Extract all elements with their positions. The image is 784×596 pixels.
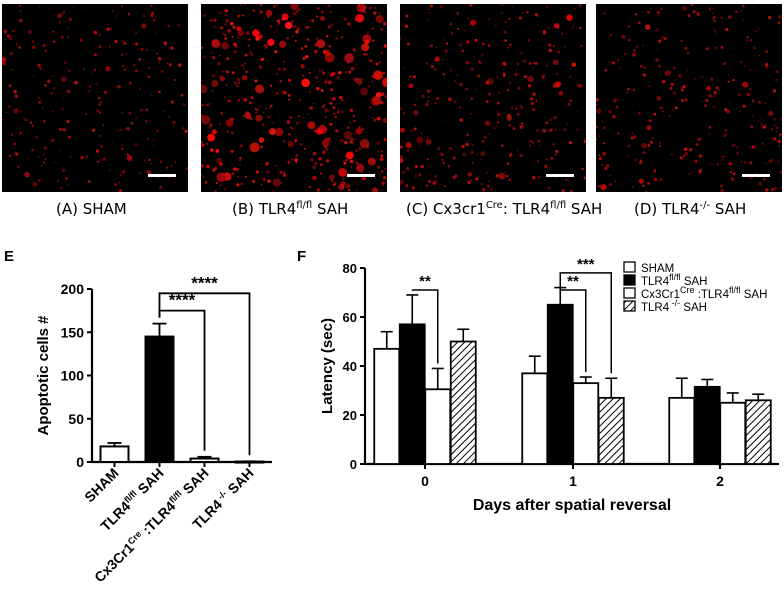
bar (449, 340, 477, 465)
y-tick-label: 0 (76, 454, 84, 470)
significance-bracket (158, 292, 251, 456)
red-fluorescence-cells (201, 4, 387, 192)
y-tick-label: 100 (61, 368, 85, 384)
y-tick-label: 40 (343, 359, 357, 374)
y-tick-label: 0 (350, 457, 357, 472)
legend-swatch (623, 261, 636, 273)
legend-label: TLR4fl/fl SAH (641, 272, 707, 288)
bar (424, 388, 452, 465)
caption-d: (D) TLR4-/- SAH (634, 200, 747, 218)
bar (668, 396, 696, 465)
legend-label: SHAM (641, 263, 674, 275)
panel-letter-f: F (297, 248, 307, 265)
y-axis-label: Apoptotic cells # (35, 315, 52, 436)
bar (572, 382, 600, 465)
micrograph-b (201, 4, 387, 192)
legend-swatch (623, 287, 636, 299)
y-tick-label: 60 (343, 310, 357, 325)
significance-bracket (559, 282, 587, 373)
x-tick-label: 1 (569, 473, 577, 489)
significance-bracket (411, 289, 439, 364)
panel-letter-e: E (4, 248, 15, 265)
bar (189, 457, 220, 464)
micrograph-c (400, 4, 586, 192)
bar (99, 445, 130, 463)
significance-label: **** (191, 273, 218, 292)
legend-label: Cx3Cr1Cre :TLR4fl/fl SAH (641, 285, 767, 301)
y-tick-label: 150 (61, 324, 85, 340)
bar (693, 385, 721, 465)
bar (597, 396, 625, 465)
scale-bar (742, 174, 770, 177)
bar (373, 347, 401, 465)
scale-bar (347, 174, 375, 177)
legend-swatch (623, 274, 636, 286)
significance-label: ** (567, 273, 579, 290)
significance-label: *** (577, 256, 595, 273)
red-fluorescence-cells (596, 4, 782, 192)
scale-bar (148, 174, 176, 177)
y-tick-label: 20 (343, 408, 357, 423)
x-tick-label: 0 (421, 473, 429, 489)
bar (398, 323, 426, 465)
significance-label: **** (169, 291, 196, 310)
y-tick-label: 200 (61, 281, 85, 297)
bar (719, 401, 747, 465)
red-fluorescence-cells (2, 4, 188, 192)
legend-label: TLR4 -/- SAH (641, 298, 707, 314)
y-tick-label: 80 (343, 261, 357, 276)
micrograph-d (596, 4, 782, 192)
caption-c: (C) Cx3cr1Cre: TLR4fl/fl SAH (406, 200, 603, 218)
y-tick-label: 50 (68, 411, 84, 427)
bar (521, 372, 549, 465)
bar (744, 399, 772, 465)
y-axis-label: Latency (sec) (319, 318, 336, 414)
red-fluorescence-cells (400, 4, 586, 192)
x-axis-label: Days after spatial reversal (473, 497, 671, 514)
caption-a: (A) SHAM (56, 200, 127, 218)
x-tick-label: SHAM (81, 465, 121, 505)
micrograph-a (2, 4, 188, 192)
bar (144, 335, 175, 464)
significance-label: ** (419, 273, 431, 290)
x-tick-label: 2 (716, 473, 724, 489)
caption-b: (B) TLR4fl/fl SAH (232, 200, 349, 218)
scale-bar (546, 174, 574, 177)
legend-swatch (623, 300, 636, 312)
significance-bracket (559, 272, 612, 374)
bar (546, 303, 574, 465)
